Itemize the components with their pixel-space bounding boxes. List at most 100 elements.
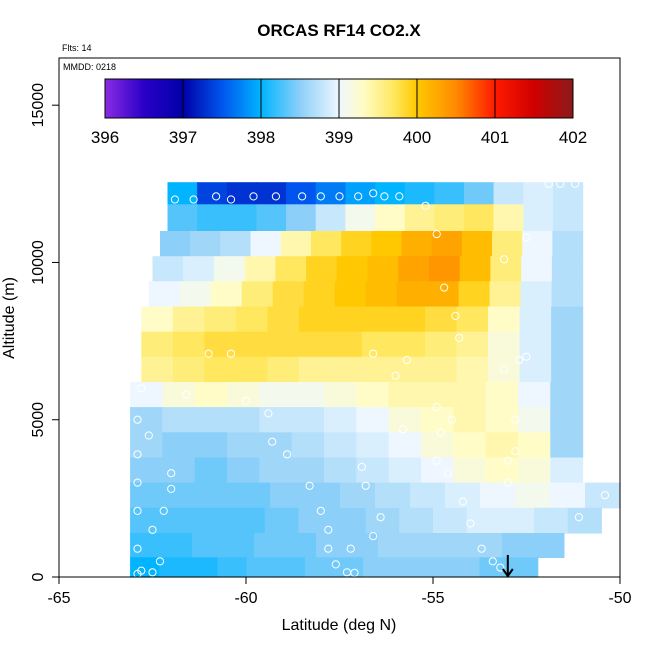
- heatmap-cell: [464, 182, 495, 205]
- heatmap-cell: [375, 204, 406, 232]
- observation-point: [249, 192, 258, 201]
- heatmap-cell: [148, 281, 181, 308]
- heatmap-cell: [456, 306, 489, 333]
- heatmap-cell: [130, 407, 163, 433]
- heatmap-cell: [334, 281, 367, 308]
- observation-point: [447, 415, 456, 424]
- heatmap-cell: [162, 382, 196, 408]
- heatmap-cell: [316, 533, 348, 558]
- heatmap-cell: [324, 382, 357, 408]
- heatmap-cell: [259, 407, 293, 433]
- observation-point: [600, 491, 610, 500]
- observation-point: [522, 233, 531, 242]
- heatmap-cell: [361, 306, 394, 333]
- colorbar-tick-label: 402: [559, 128, 587, 147]
- observation-point: [503, 456, 512, 465]
- heatmap-cell: [217, 557, 248, 578]
- heatmap-cell: [479, 557, 510, 578]
- heatmap-cell: [388, 457, 422, 484]
- observation-point: [324, 544, 333, 553]
- heatmap-cell: [450, 557, 481, 578]
- observation-point: [167, 484, 176, 493]
- heatmap-cell: [291, 432, 325, 459]
- heatmap-cell: [197, 507, 232, 534]
- heatmap-cell: [340, 482, 376, 509]
- heatmap-cell: [421, 457, 454, 484]
- heatmap-cell: [456, 356, 489, 383]
- heatmap-cell: [286, 182, 317, 205]
- heatmap-cell: [197, 204, 228, 232]
- heatmap-cell: [188, 557, 218, 578]
- heatmap-cell: [518, 407, 551, 433]
- heatmap-cell: [458, 281, 491, 308]
- heatmap-cell: [585, 482, 621, 509]
- flights-annotation: Flts: 14: [62, 43, 92, 53]
- heatmap-cell: [375, 482, 411, 509]
- heatmap-cell: [235, 356, 268, 383]
- heatmap-cell: [404, 204, 435, 232]
- heatmap-cell: [421, 557, 451, 578]
- heatmap-cell: [241, 281, 274, 308]
- heatmap-cell: [270, 482, 306, 509]
- heatmap-cell: [172, 356, 205, 383]
- heatmap-cell: [259, 457, 293, 484]
- heatmap-cell: [485, 407, 519, 433]
- heatmap-cell: [333, 557, 364, 578]
- marker-arrow-head: [501, 568, 514, 578]
- heatmap-cell: [272, 281, 305, 308]
- heatmap-cell: [367, 256, 399, 282]
- heatmap-cell: [429, 256, 461, 282]
- observation-point: [268, 437, 277, 446]
- y-tick-label: 15000: [30, 83, 47, 128]
- heatmap-cell: [519, 356, 552, 383]
- heatmap-cell: [267, 306, 300, 333]
- plot-frame: [58, 57, 621, 578]
- observation-point: [369, 189, 378, 198]
- heatmap-cell: [194, 432, 228, 459]
- heatmap-cell: [485, 457, 519, 484]
- heatmap-cell: [275, 256, 307, 282]
- observation-point: [436, 428, 445, 437]
- heatmap-cell: [194, 457, 228, 484]
- heatmap-cell: [409, 533, 441, 558]
- heatmap-cell: [163, 507, 198, 534]
- heatmap-cell: [235, 306, 268, 333]
- heatmap-cell: [453, 382, 487, 408]
- observation-point: [133, 544, 142, 553]
- heatmap-cell: [520, 281, 553, 308]
- heatmap-cell: [204, 356, 237, 383]
- observation-point: [458, 497, 467, 506]
- observation-point: [574, 513, 584, 522]
- location-marker: [501, 554, 514, 578]
- observation-point: [391, 371, 400, 380]
- heatmap-cell: [254, 533, 286, 558]
- heatmap-cell: [275, 557, 306, 578]
- colorbar-tick-label: 396: [91, 128, 119, 147]
- heatmap-cell: [378, 533, 410, 558]
- heatmap-cell: [490, 256, 522, 282]
- heatmap-cell: [194, 407, 228, 433]
- heatmap-cell: [425, 356, 458, 383]
- observation-point: [432, 456, 441, 465]
- observation-point: [133, 478, 142, 487]
- colorbar-tick-label: 399: [325, 128, 353, 147]
- heatmap-cell: [453, 407, 487, 433]
- heatmap-cell: [162, 432, 196, 459]
- heatmap-cell: [259, 382, 293, 408]
- heatmap-cell: [213, 256, 246, 282]
- observation-point: [440, 283, 449, 292]
- heatmap-cell: [470, 533, 503, 558]
- observation-point: [133, 415, 142, 424]
- observation-point: [133, 506, 142, 515]
- observation-point: [571, 179, 580, 188]
- observation-point: [357, 462, 366, 471]
- x-tick-label: -60: [234, 590, 257, 607]
- heatmap-cell: [461, 231, 493, 257]
- heatmap-cell: [210, 281, 243, 308]
- observation-point: [500, 255, 509, 264]
- chart-title: ORCAS RF14 CO2.X: [257, 21, 421, 40]
- observation-point: [511, 447, 520, 456]
- heatmap-cell: [330, 306, 363, 333]
- colorbar-tick-label: 398: [247, 128, 275, 147]
